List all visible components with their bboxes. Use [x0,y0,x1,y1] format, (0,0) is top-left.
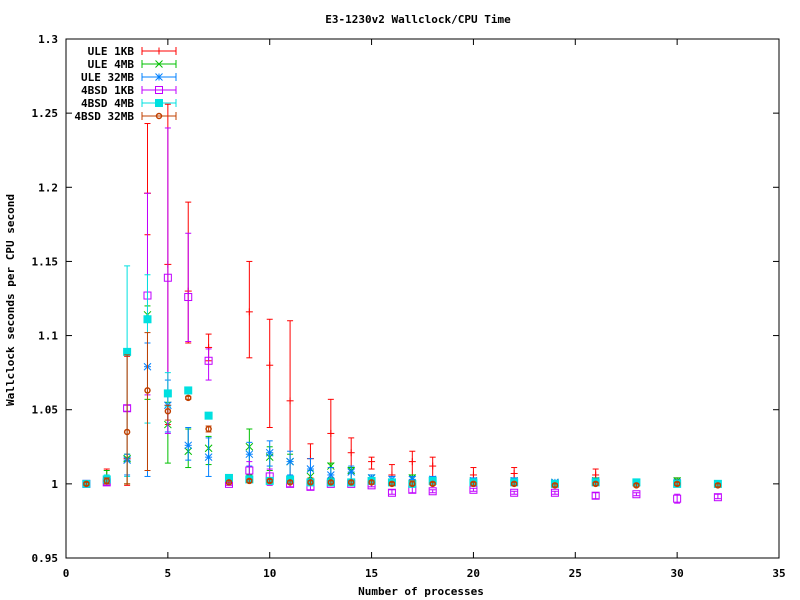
legend-label: ULE 32MB [81,71,134,84]
x-tick-label: 0 [63,567,70,580]
x-tick-label: 35 [772,567,785,580]
x-tick-label: 5 [165,567,172,580]
legend-label: 4BSD 1KB [81,84,134,97]
legend-label: ULE 4MB [88,58,135,71]
y-tick-label: 0.95 [32,552,59,565]
y-axis-label: Wallclock seconds per CPU second [4,194,17,406]
y-tick-label: 1.3 [38,33,58,46]
x-axis-label: Number of processes [358,585,484,598]
x-tick-label: 25 [569,567,582,580]
y-tick-label: 1.1 [38,330,58,343]
y-tick-label: 1 [51,478,58,491]
plot-area [82,103,722,504]
y-tick-label: 1.2 [38,181,58,194]
y-tick-label: 1.15 [32,255,59,268]
chart-title: E3-1230v2 Wallclock/CPU Time [325,13,511,26]
legend-label: ULE 1KB [88,45,135,58]
legend-label: 4BSD 4MB [81,97,134,110]
x-tick-label: 10 [263,567,276,580]
series-4bsd-32mb [83,332,722,489]
plot-frame [65,38,780,559]
axis-ticks: 0 5 10 15 20 25 30 35 0.95 1 1.05 1.1 1.15 1.2 1.25 1.3 [32,33,786,580]
y-tick-label: 1.25 [32,107,59,120]
y-tick-label: 1.05 [32,404,59,417]
x-tick-label: 15 [365,567,378,580]
legend-label: 4BSD 32MB [74,110,134,123]
x-tick-label: 30 [671,567,684,580]
x-tick-label: 20 [467,567,480,580]
